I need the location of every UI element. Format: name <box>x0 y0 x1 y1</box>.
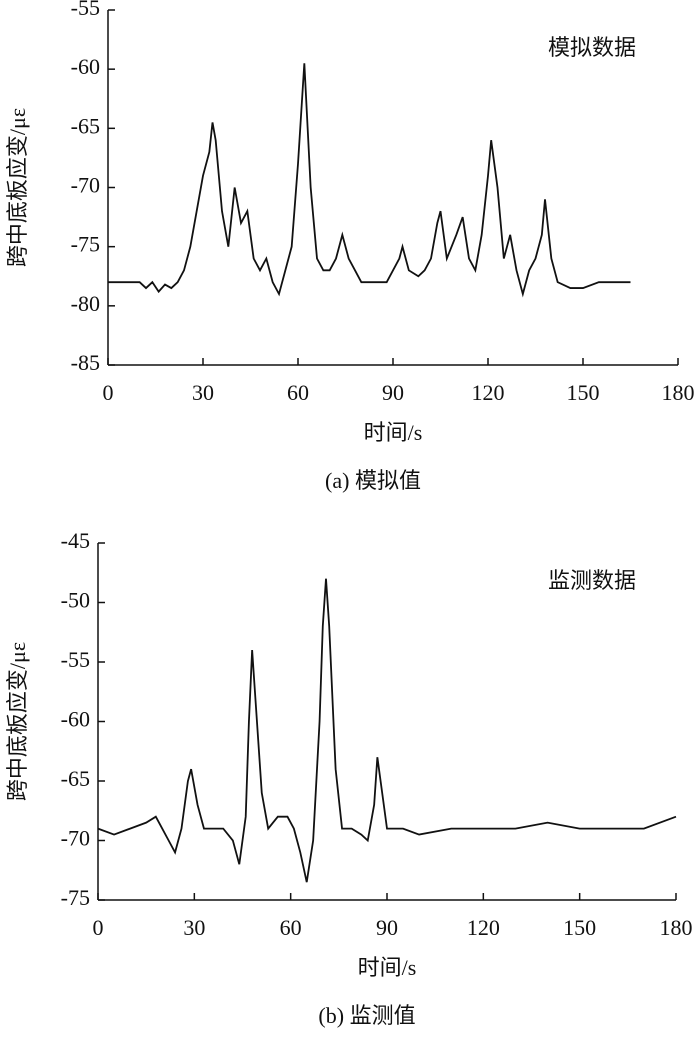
x-tick-label: 30 <box>192 380 214 405</box>
x-axis-label: 时间/s <box>364 420 423 445</box>
y-tick-label: -75 <box>71 232 100 257</box>
x-tick-label: 0 <box>103 380 114 405</box>
x-tick-label: 30 <box>183 915 205 940</box>
y-tick-label: -55 <box>71 0 100 20</box>
y-tick-label: -75 <box>61 885 90 910</box>
y-tick-label: -50 <box>61 588 90 613</box>
x-tick-label: 180 <box>662 380 695 405</box>
y-tick-label: -65 <box>61 766 90 791</box>
y-tick-label: -85 <box>71 350 100 375</box>
data-line <box>108 63 631 298</box>
caption: (a) 模拟值 <box>325 468 421 493</box>
y-tick-label: -65 <box>71 113 100 138</box>
y-tick-label: -60 <box>61 707 90 732</box>
data-line <box>97 578 677 883</box>
caption: (b) 监测值 <box>318 1003 415 1028</box>
x-tick-label: 0 <box>93 915 104 940</box>
y-axis-label: 跨中底板应变/με <box>5 108 30 267</box>
annotation: 监测数据 <box>548 568 636 593</box>
x-tick-label: 90 <box>376 915 398 940</box>
y-tick-label: -70 <box>71 173 100 198</box>
x-tick-label: 90 <box>382 380 404 405</box>
x-axis-label: 时间/s <box>358 955 417 980</box>
x-tick-label: 150 <box>567 380 600 405</box>
y-tick-label: -55 <box>61 647 90 672</box>
y-tick-label: -45 <box>61 528 90 553</box>
y-tick-label: -80 <box>71 291 100 316</box>
x-tick-label: 60 <box>280 915 302 940</box>
x-tick-label: 120 <box>472 380 505 405</box>
y-tick-label: -60 <box>71 54 100 79</box>
y-axis-label: 跨中底板应变/με <box>5 642 30 801</box>
x-tick-label: 180 <box>660 915 693 940</box>
annotation: 模拟数据 <box>548 35 636 60</box>
x-tick-label: 120 <box>467 915 500 940</box>
y-tick-label: -70 <box>61 826 90 851</box>
x-tick-label: 150 <box>563 915 596 940</box>
x-tick-label: 60 <box>287 380 309 405</box>
